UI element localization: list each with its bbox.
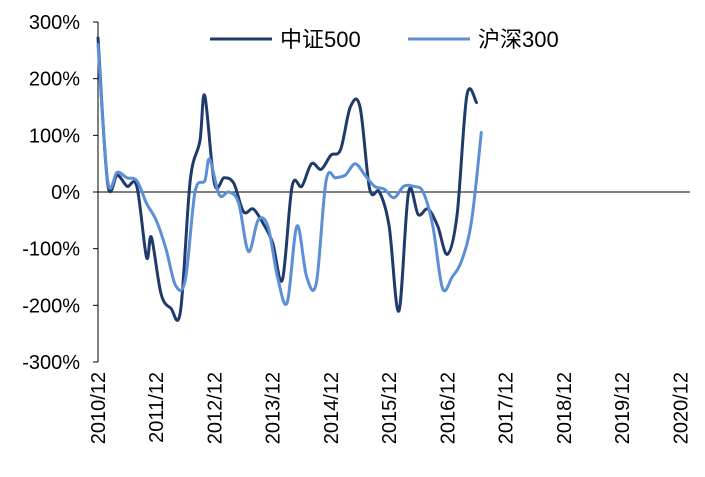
series-line-2 (96, 43, 483, 306)
x-tick-label: 2012/12 (204, 372, 226, 444)
x-tick-label: 2013/12 (263, 372, 285, 444)
x-tick-label: 2018/12 (554, 372, 576, 444)
y-tick-label: 100% (29, 125, 80, 147)
y-axis: 300% 200% 100% 0% -100% -200% -300% (22, 12, 99, 374)
legend: 中证500 沪深300 (210, 27, 559, 52)
x-tick-label: 2016/12 (437, 372, 459, 444)
y-tick-label: 300% (29, 12, 80, 34)
x-tick-label: 2014/12 (321, 372, 343, 444)
y-tick-label: -300% (22, 352, 80, 374)
y-tick-label: 200% (29, 69, 80, 91)
y-tick-label: -200% (22, 295, 80, 317)
x-tick-label: 2020/12 (670, 372, 692, 444)
legend-label-1: 中证500 (280, 27, 361, 52)
x-tick-label: 2011/12 (146, 372, 168, 443)
x-tick-label: 2015/12 (379, 372, 401, 444)
series-group (96, 36, 483, 322)
legend-label-2: 沪深300 (478, 27, 559, 52)
series-line-1 (96, 36, 478, 322)
x-axis: 2010/12 2011/12 2012/12 2013/12 2014/12 2015/… (88, 191, 692, 444)
y-tick-label: 0% (51, 182, 80, 204)
x-tick-label: 2019/12 (612, 372, 634, 444)
x-tick-label: 2010/12 (88, 372, 110, 444)
y-tick-label: -100% (22, 239, 80, 261)
x-tick-label: 2017/12 (496, 372, 518, 444)
